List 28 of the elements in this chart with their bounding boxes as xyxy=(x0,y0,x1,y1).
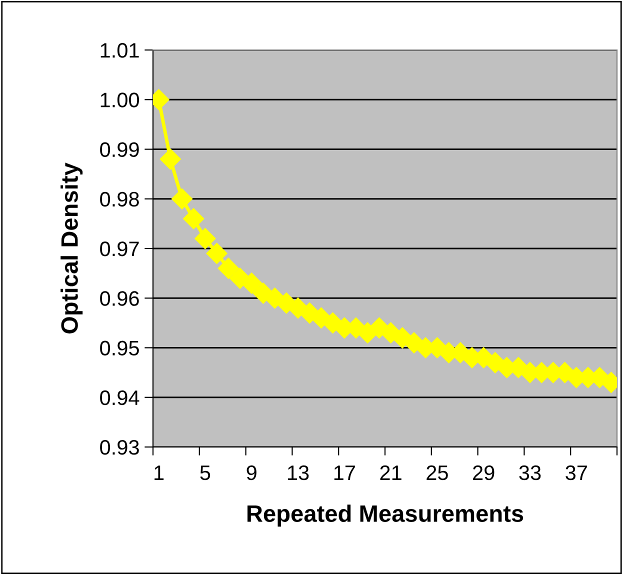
y-tick-label: 1.00 xyxy=(100,92,139,108)
x-tick-label: 1 xyxy=(154,466,164,480)
x-tick-label: 5 xyxy=(200,466,210,480)
point xyxy=(160,148,181,170)
y-tick-label: 0.95 xyxy=(100,340,139,356)
point xyxy=(206,242,228,264)
x-tick-label: 13 xyxy=(288,465,309,480)
point xyxy=(183,208,204,230)
x-tick-label: 25 xyxy=(426,465,448,480)
point xyxy=(171,188,193,210)
x-axis-title: Repeated Measurements xyxy=(247,504,524,527)
point xyxy=(241,272,262,294)
y-tick-label: 0.99 xyxy=(100,142,139,158)
y-tick-label: 0.94 xyxy=(100,390,140,406)
y-tick-label: 0.96 xyxy=(100,291,139,306)
x-tick-label: 37 xyxy=(566,465,587,480)
y-tick-label: 0.93 xyxy=(100,440,139,455)
y-tick-label: 0.97 xyxy=(100,242,139,256)
point xyxy=(218,258,239,279)
x-tick-label: 9 xyxy=(246,465,256,480)
x-tick-label: 17 xyxy=(334,466,355,480)
y-tick-label: 1.01 xyxy=(100,43,139,58)
x-tick-label: 21 xyxy=(380,465,402,480)
x-tick-label: 33 xyxy=(519,465,541,480)
y-tick-label: 0.98 xyxy=(100,192,139,207)
point xyxy=(194,228,216,250)
x-tick-label: 29 xyxy=(473,465,494,480)
y-axis-title: Optical Density xyxy=(60,162,83,334)
